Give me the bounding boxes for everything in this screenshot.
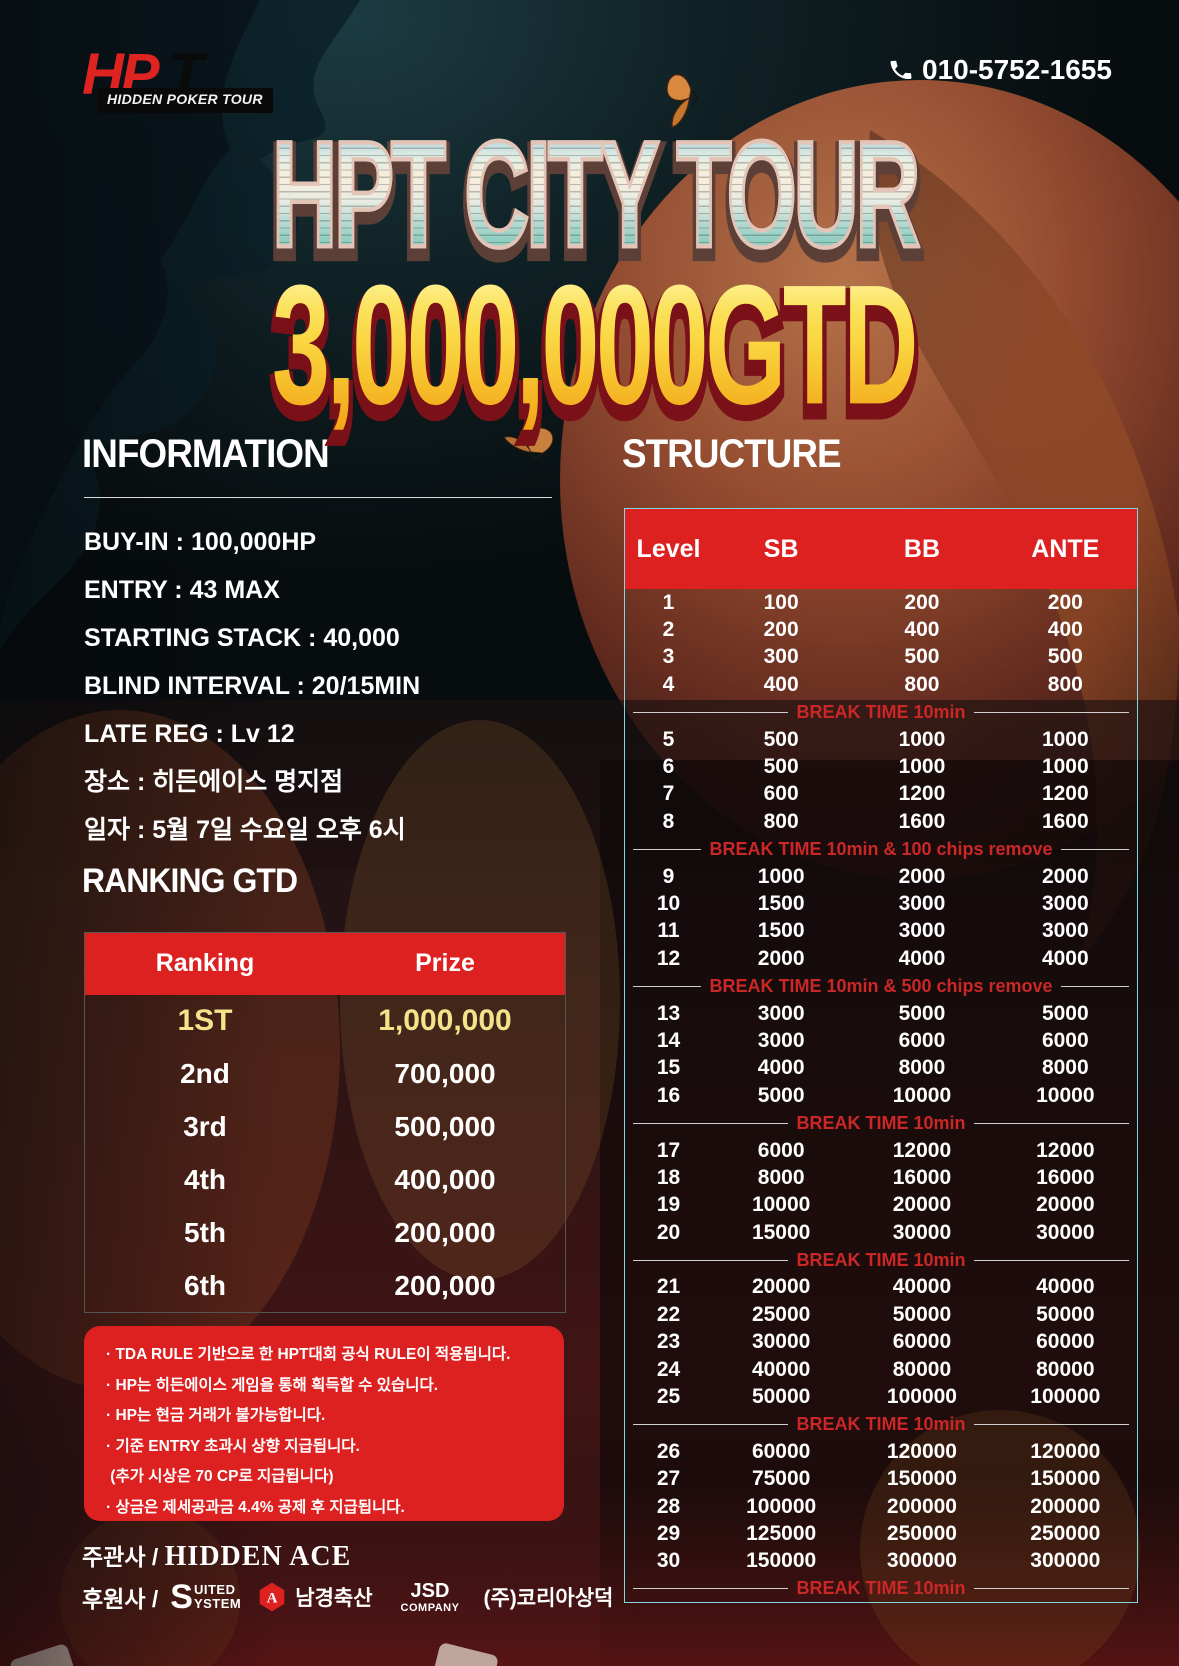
svg-text:A: A	[267, 1591, 278, 1607]
